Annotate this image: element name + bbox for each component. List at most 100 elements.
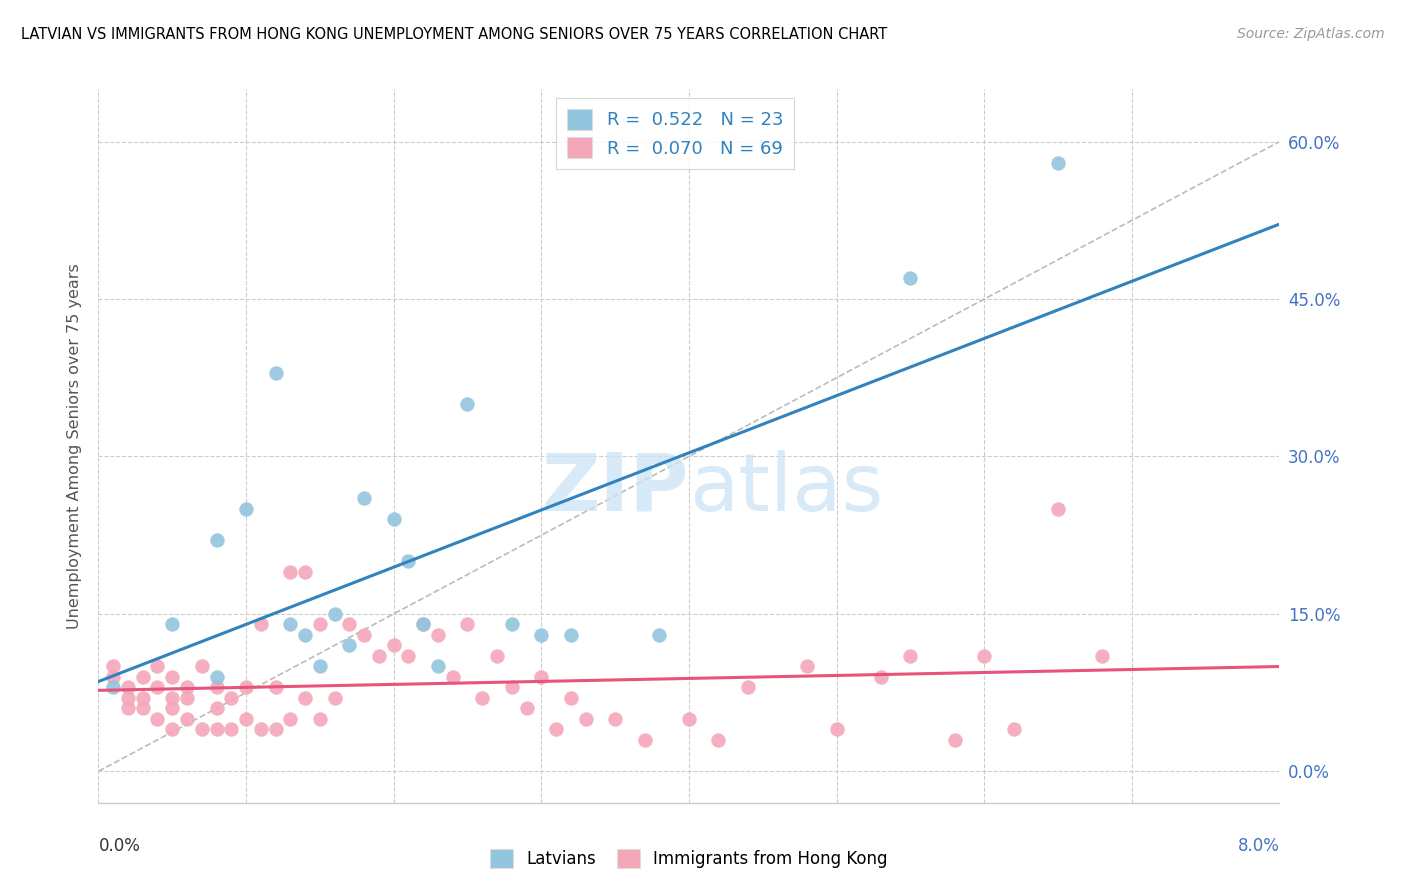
Point	[132, 701, 155, 715]
Point	[191, 659, 214, 673]
Point	[205, 701, 228, 715]
Text: Source: ZipAtlas.com: Source: ZipAtlas.com	[1237, 27, 1385, 41]
Point	[219, 690, 242, 705]
Point	[235, 502, 257, 516]
Point	[250, 723, 273, 737]
Point	[869, 670, 891, 684]
Point	[294, 565, 316, 579]
Point	[737, 681, 759, 695]
Point	[103, 659, 125, 673]
Point	[486, 648, 509, 663]
Point	[250, 617, 273, 632]
Point	[648, 628, 671, 642]
Point	[205, 681, 228, 695]
Point	[294, 690, 316, 705]
Point	[323, 607, 346, 621]
Point	[382, 639, 405, 653]
Point	[515, 701, 537, 715]
Point	[294, 628, 316, 642]
Point	[132, 690, 155, 705]
Point	[441, 670, 464, 684]
Point	[235, 712, 257, 726]
Point	[337, 617, 360, 632]
Point	[1002, 723, 1025, 737]
Point	[605, 712, 627, 726]
Point	[264, 723, 287, 737]
Point	[900, 271, 922, 285]
Point	[426, 628, 449, 642]
Text: 8.0%: 8.0%	[1237, 837, 1279, 855]
Point	[396, 554, 419, 568]
Point	[1046, 155, 1069, 169]
Point	[117, 690, 139, 705]
Point	[530, 670, 553, 684]
Point	[117, 681, 139, 695]
Point	[146, 659, 169, 673]
Point	[205, 670, 228, 684]
Text: LATVIAN VS IMMIGRANTS FROM HONG KONG UNEMPLOYMENT AMONG SENIORS OVER 75 YEARS CO: LATVIAN VS IMMIGRANTS FROM HONG KONG UNE…	[21, 27, 887, 42]
Point	[353, 628, 375, 642]
Point	[103, 670, 125, 684]
Point	[146, 712, 169, 726]
Point	[308, 659, 332, 673]
Point	[501, 681, 523, 695]
Point	[1091, 648, 1114, 663]
Point	[162, 670, 183, 684]
Point	[530, 628, 553, 642]
Point	[456, 617, 478, 632]
Point	[205, 533, 228, 548]
Point	[426, 659, 449, 673]
Point	[146, 681, 169, 695]
Point	[396, 648, 419, 663]
Point	[264, 681, 287, 695]
Point	[560, 628, 582, 642]
Point	[278, 712, 302, 726]
Point	[117, 701, 139, 715]
Point	[973, 648, 995, 663]
Text: ZIP: ZIP	[541, 450, 689, 528]
Text: atlas: atlas	[689, 450, 883, 528]
Point	[176, 712, 198, 726]
Point	[337, 639, 360, 653]
Point	[176, 690, 198, 705]
Point	[353, 491, 375, 506]
Point	[103, 681, 125, 695]
Point	[707, 732, 730, 747]
Point	[162, 723, 183, 737]
Point	[308, 617, 332, 632]
Point	[546, 723, 568, 737]
Point	[412, 617, 434, 632]
Point	[176, 681, 198, 695]
Point	[633, 732, 655, 747]
Point	[132, 670, 155, 684]
Point	[796, 659, 818, 673]
Point	[162, 701, 183, 715]
Point	[205, 723, 228, 737]
Point	[471, 690, 494, 705]
Point	[264, 366, 287, 380]
Text: 0.0%: 0.0%	[98, 837, 141, 855]
Point	[235, 681, 257, 695]
Point	[943, 732, 966, 747]
Point	[219, 723, 242, 737]
Point	[382, 512, 405, 526]
Legend: Latvians, Immigrants from Hong Kong: Latvians, Immigrants from Hong Kong	[482, 840, 896, 877]
Y-axis label: Unemployment Among Seniors over 75 years: Unemployment Among Seniors over 75 years	[67, 263, 83, 629]
Point	[501, 617, 523, 632]
Point	[412, 617, 434, 632]
Point	[191, 723, 214, 737]
Point	[367, 648, 389, 663]
Point	[678, 712, 700, 726]
Point	[456, 397, 478, 411]
Point	[323, 690, 346, 705]
Point	[574, 712, 596, 726]
Point	[162, 617, 183, 632]
Point	[825, 723, 848, 737]
Point	[162, 690, 183, 705]
Point	[900, 648, 922, 663]
Point	[278, 565, 302, 579]
Point	[1046, 502, 1069, 516]
Point	[560, 690, 582, 705]
Point	[278, 617, 302, 632]
Point	[308, 712, 332, 726]
